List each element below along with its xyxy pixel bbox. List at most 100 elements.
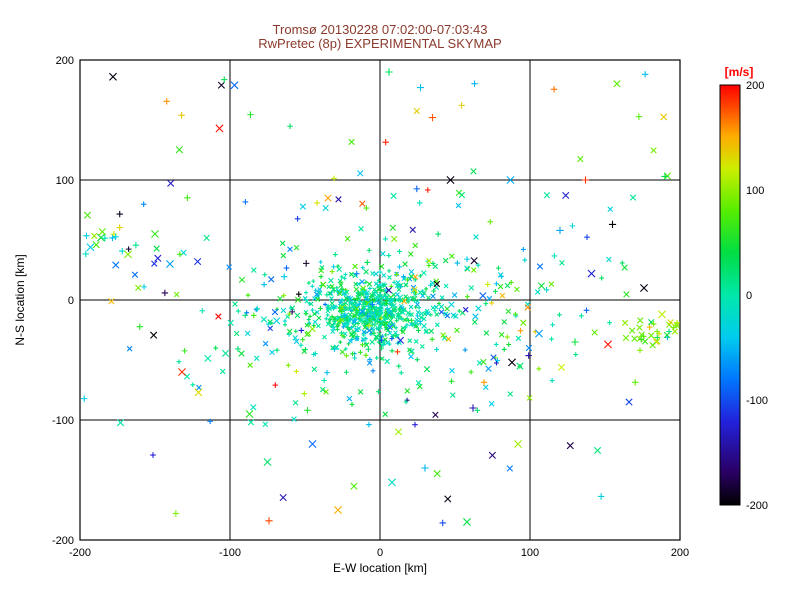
scatter-point — [604, 340, 612, 349]
scatter-point — [109, 72, 117, 81]
scatter-point — [317, 287, 323, 292]
scatter-point — [441, 335, 448, 341]
scatter-point — [413, 320, 420, 326]
scatter-point — [339, 274, 344, 279]
scatter-point — [562, 191, 570, 200]
scatter-point — [452, 313, 459, 320]
scatter-point — [378, 309, 383, 314]
scatter-point — [387, 275, 392, 280]
y-tick-label: -100 — [52, 415, 74, 427]
scatter-point — [334, 506, 342, 514]
scatter-point — [247, 111, 254, 118]
scatter-point — [91, 232, 98, 240]
scatter-point — [654, 334, 661, 341]
scatter-point — [636, 324, 643, 331]
scatter-point — [534, 289, 541, 295]
scatter-point — [366, 281, 373, 287]
scatter-point — [194, 388, 203, 397]
scatter-point — [498, 331, 505, 338]
scatter-point — [348, 301, 354, 307]
scatter-point — [394, 325, 399, 330]
scatter-point — [344, 369, 349, 375]
scatter-point — [623, 291, 630, 298]
scatter-point — [420, 293, 426, 299]
scatter-point — [238, 276, 246, 283]
scatter-point — [483, 330, 490, 336]
scatter-point — [508, 280, 514, 285]
scatter-point — [641, 71, 649, 78]
scatter-point — [389, 303, 394, 308]
scatter-point — [271, 308, 279, 316]
scatter-point — [285, 362, 291, 368]
scatter-point — [475, 305, 482, 312]
scatter-point — [404, 322, 409, 327]
scatter-point — [365, 303, 372, 309]
scatter-point — [671, 328, 679, 335]
scatter-point — [304, 290, 309, 295]
scatter-point — [350, 351, 355, 357]
axes-box — [79, 59, 681, 541]
colorbar — [719, 84, 741, 506]
scatter-point — [399, 317, 404, 322]
scatter-point — [287, 246, 293, 253]
scatter-point — [400, 310, 406, 315]
scatter-point — [151, 260, 158, 267]
scatter-point — [383, 332, 388, 337]
scatter-point — [535, 329, 543, 338]
scatter-point — [470, 267, 477, 273]
scatter-point — [394, 318, 399, 323]
scatter-point — [525, 344, 533, 352]
scatter-point — [341, 322, 347, 328]
scatter-point — [393, 309, 398, 314]
scatter-point — [361, 292, 366, 297]
scatter-point — [409, 348, 415, 354]
scatter-point — [385, 68, 393, 76]
x-tick-label: -200 — [69, 547, 91, 559]
scatter-point — [265, 517, 273, 525]
scatter-point — [352, 263, 358, 270]
scatter-point — [227, 319, 234, 327]
scatter-point — [251, 267, 257, 273]
scatter-point — [434, 347, 440, 352]
scatter-point — [413, 107, 420, 115]
scatter-point — [513, 311, 518, 317]
scatter-point — [394, 349, 401, 355]
scatter-point — [376, 285, 383, 292]
scatter-point — [394, 272, 400, 277]
scatter-point — [494, 281, 499, 287]
scatter-point — [292, 399, 299, 406]
scatter-point — [449, 392, 456, 398]
scatter-point — [674, 319, 680, 326]
scatter-point — [262, 340, 269, 347]
scatter-point — [632, 379, 639, 386]
scatter-point — [637, 317, 644, 324]
scatter-point — [343, 346, 348, 351]
scatter-point — [283, 265, 290, 271]
scatter-point — [329, 314, 335, 320]
scatter-point — [315, 297, 321, 302]
scatter-point — [475, 262, 481, 268]
scatter-point — [386, 310, 393, 316]
scatter-point — [221, 76, 228, 83]
scatter-point — [432, 263, 439, 270]
scatter-point — [324, 316, 329, 321]
scatter-point — [428, 312, 433, 317]
scatter-point — [430, 305, 436, 311]
scatter-point — [384, 306, 390, 312]
scatter-point — [487, 218, 494, 225]
scatter-point — [132, 241, 140, 249]
scatter-point — [316, 323, 321, 329]
scatter-point — [387, 268, 392, 273]
scatter-point — [346, 326, 352, 332]
scatter-point — [423, 329, 429, 335]
scatter-point — [116, 419, 125, 427]
scatter-points — [81, 68, 680, 527]
scatter-point — [566, 442, 574, 450]
scatter-point — [381, 272, 387, 278]
scatter-point — [294, 368, 299, 374]
scatter-point — [348, 138, 355, 146]
scatter-point — [380, 250, 386, 257]
x-tick-label: 0 — [377, 547, 383, 559]
scatter-point — [438, 309, 445, 315]
x-tick-label: -100 — [219, 547, 241, 559]
